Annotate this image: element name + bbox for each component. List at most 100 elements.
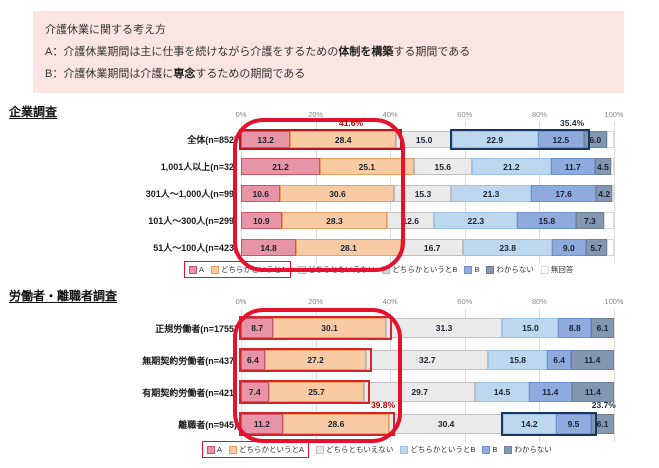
bar-segment: 28.6 xyxy=(282,414,390,434)
bar-segment: 4.5 xyxy=(594,158,612,175)
bar-segment: 15.0 xyxy=(502,318,559,338)
bar-segment: 22.3 xyxy=(434,212,518,229)
bar-segment: 28.1 xyxy=(296,239,402,256)
bar-value-label: 31.3 xyxy=(435,323,453,333)
bar-value-label: 15.8 xyxy=(538,215,556,226)
stacked-bar: 6.4 27.2 32.7 15.8 6.4 11.4 xyxy=(241,350,614,370)
bar-value-label: 21.2 xyxy=(503,161,520,172)
bar-segment: 30.6 xyxy=(280,185,395,202)
bar-segment: 6.4 xyxy=(547,350,572,370)
bar-value-label: 7.4 xyxy=(248,387,261,397)
bar-value-label: 12.6 xyxy=(402,215,419,226)
bar-value-label: 12.5 xyxy=(552,134,570,145)
bar-segment: 17.6 xyxy=(530,185,597,202)
legend-label: どちらかというとB xyxy=(392,265,458,274)
x-axis-tick: 40% xyxy=(382,297,398,306)
category-label: 1,001人以上(n=32) xyxy=(160,162,237,172)
legend-item: B xyxy=(464,265,479,274)
x-axis-tick: 60% xyxy=(457,110,473,119)
bar-value-label: 30.4 xyxy=(437,419,455,429)
legend-item: 無回答 xyxy=(540,264,573,275)
bar-value-label: 10.6 xyxy=(252,188,270,199)
bar-segment: 9.0 xyxy=(552,239,586,256)
chart-title-company-survey: 企業調査 xyxy=(9,105,58,119)
stacked-bar: 21.2 25.1 15.6 21.2 11.7 4.5 xyxy=(241,158,614,175)
bar-value-label: 6.4 xyxy=(247,355,259,365)
bar-segment: 29.7 xyxy=(364,382,476,402)
chart-title-worker-survey: 労働者・離職者調査 xyxy=(9,289,118,303)
bar-segment: 11.7 xyxy=(550,158,595,175)
bar-segment: 5.7 xyxy=(585,239,607,256)
legend-swatch xyxy=(486,265,495,274)
stacked-bar: 11.2 28.6 30.4 14.2 9.5 6.1 xyxy=(241,414,614,434)
bar-segment: 25.1 xyxy=(320,158,414,175)
bar-row: 全体(n=852) 13.2 28.4 15.0 22.9 12.5 6.0 xyxy=(4,126,616,153)
bar-value-label: 22.9 xyxy=(486,134,504,145)
bar-value-label: 25.7 xyxy=(308,387,325,397)
x-axis: 0% 20% 40% 60% 80% 100% xyxy=(236,110,624,120)
stacked-bar: 14.8 28.1 16.7 23.8 9.0 5.7 xyxy=(241,239,614,256)
legend-highlight-group: A どちらかというとA xyxy=(202,441,310,458)
bar-segment: 13.2 xyxy=(241,131,291,148)
x-axis-tick: 0% xyxy=(235,110,247,119)
bar-track: 8.7 30.1 31.3 15.0 8.8 6.1 xyxy=(239,316,614,340)
legend-label: どちらともいえない xyxy=(326,445,394,454)
bar-row: 有期契約労働者(n=421) 7.4 25.7 29.7 14.5 11.4 11.4 xyxy=(4,376,616,408)
legend-swatch xyxy=(229,445,238,454)
bar-segment: 4.2 xyxy=(596,185,613,202)
bar-segment-no-answer xyxy=(606,239,614,256)
legend-item: どちらかというとA xyxy=(229,444,304,455)
legend-label: B xyxy=(474,265,480,274)
bar-value-label: 25.1 xyxy=(358,161,376,172)
legend-item: A xyxy=(189,265,204,274)
bar-value-label: 21.2 xyxy=(272,161,289,172)
legend-label: どちらかというとA xyxy=(221,265,287,274)
bar-segment: 12.5 xyxy=(537,131,585,148)
bar-segment: 14.5 xyxy=(475,382,530,402)
bar-segment: 8.8 xyxy=(558,318,592,338)
bar-segment: 6.1 xyxy=(591,318,614,338)
bar-segment: 11.2 xyxy=(241,414,283,434)
legend-label: わからない xyxy=(514,445,552,454)
bar-segment: 21.2 xyxy=(241,158,321,175)
legend-swatch xyxy=(382,265,391,274)
category-label: 101人～300人(n=299) xyxy=(148,216,237,226)
bar-segment: 10.6 xyxy=(241,185,281,202)
category-label: 正規労働者(n=1755) xyxy=(155,323,237,334)
legend-swatch xyxy=(464,265,473,274)
bar-value-label: 14.5 xyxy=(493,387,511,397)
bar-row: 101人～300人(n=299) 10.9 28.3 12.6 22.3 15.8 7.3 xyxy=(4,207,616,234)
bar-row: 301人～1,000人(n=99) 10.6 30.6 15.3 21.3 17.6 4.2 xyxy=(4,180,616,207)
stacked-bar: 10.9 28.3 12.6 22.3 15.8 7.3 xyxy=(241,212,614,229)
gridline xyxy=(241,309,242,442)
bar-value-label: 22.3 xyxy=(467,215,485,226)
bar-value-label: 15.0 xyxy=(522,323,539,333)
bar-value-label: 9.0 xyxy=(562,242,575,253)
sum-annotation: 23.7% xyxy=(591,400,616,410)
gridlines xyxy=(241,309,615,442)
bar-value-label: 8.7 xyxy=(251,323,264,333)
category-label: 有期契約労働者(n=421) xyxy=(142,387,237,398)
bar-value-label: 11.2 xyxy=(253,419,270,429)
bar-value-label: 15.6 xyxy=(434,161,452,172)
bar-value-label: 11.4 xyxy=(542,387,559,397)
category-label: 301人～1,000人(n=99) xyxy=(145,189,237,199)
definition-line-a: A：介護休業期間は主に仕事を続けながら介護をするための体制を構築する期間である xyxy=(45,46,471,58)
legend-label: A xyxy=(199,265,205,274)
definition-line-b: B：介護休業期間は介護に専念するための期間である xyxy=(45,68,306,80)
legend-item: どちらかというとB xyxy=(382,264,457,275)
bar-segment: 23.8 xyxy=(463,239,553,256)
legend-swatch xyxy=(540,265,549,274)
bar-value-label: 27.2 xyxy=(307,355,324,365)
x-axis-tick: 80% xyxy=(531,110,547,119)
legend-label: A xyxy=(217,445,223,454)
legend-swatch xyxy=(207,445,215,454)
x-axis-tick: 0% xyxy=(235,297,247,306)
bar-segment: 32.7 xyxy=(366,350,489,370)
legend: A どちらかというとA どちらともいえない どちらかというとB B わからない 無回答 xyxy=(184,261,573,278)
legend-item: わからない xyxy=(504,444,552,455)
x-axis-tick: 100% xyxy=(604,297,624,306)
bar-segment: 15.8 xyxy=(517,212,577,229)
bar-segment: 25.7 xyxy=(268,382,365,402)
legend-item: どちらかというとB xyxy=(400,444,475,455)
